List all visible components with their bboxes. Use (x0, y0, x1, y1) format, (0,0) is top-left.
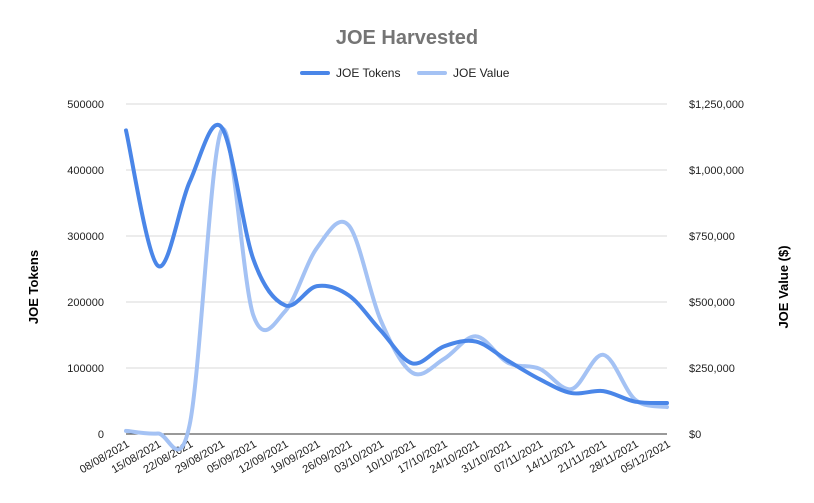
y-left-tick-label: 0 (98, 429, 104, 441)
y-right-tick-label: $750,000 (689, 231, 735, 243)
y-axis-left-ticks: 0 100000 200000 300000 400000 500000 (67, 99, 104, 441)
y-axis-left-title: JOE Tokens (26, 250, 41, 324)
series-lines (124, 122, 669, 452)
series-line-joe-value (124, 127, 669, 452)
y-right-tick-label: $1,000,000 (689, 165, 744, 177)
legend-label-joe-tokens: JOE Tokens (336, 66, 400, 80)
x-axis-ticks: 08/08/202115/08/202122/08/202129/08/2021… (78, 438, 673, 476)
y-right-tick-label: $0 (689, 429, 701, 441)
legend-label-joe-value: JOE Value (453, 66, 510, 80)
y-left-tick-label: 200000 (67, 297, 104, 309)
y-left-tick-label: 100000 (67, 363, 104, 375)
y-axis-right-ticks: $0 $250,000 $500,000 $750,000 $1,000,000 $1,2… (689, 99, 744, 441)
series-line-joe-tokens (124, 122, 669, 405)
y-left-tick-label: 300000 (67, 231, 104, 243)
y-left-tick-label: 400000 (67, 165, 104, 177)
y-axis-right-title: JOE Value ($) (776, 245, 791, 328)
chart-title: JOE Harvested (336, 27, 478, 49)
legend: JOE Tokens JOE Value (300, 66, 510, 80)
y-right-tick-label: $1,250,000 (689, 99, 744, 111)
y-right-tick-label: $500,000 (689, 297, 735, 309)
y-right-tick-label: $250,000 (689, 363, 735, 375)
y-left-tick-label: 500000 (67, 99, 104, 111)
